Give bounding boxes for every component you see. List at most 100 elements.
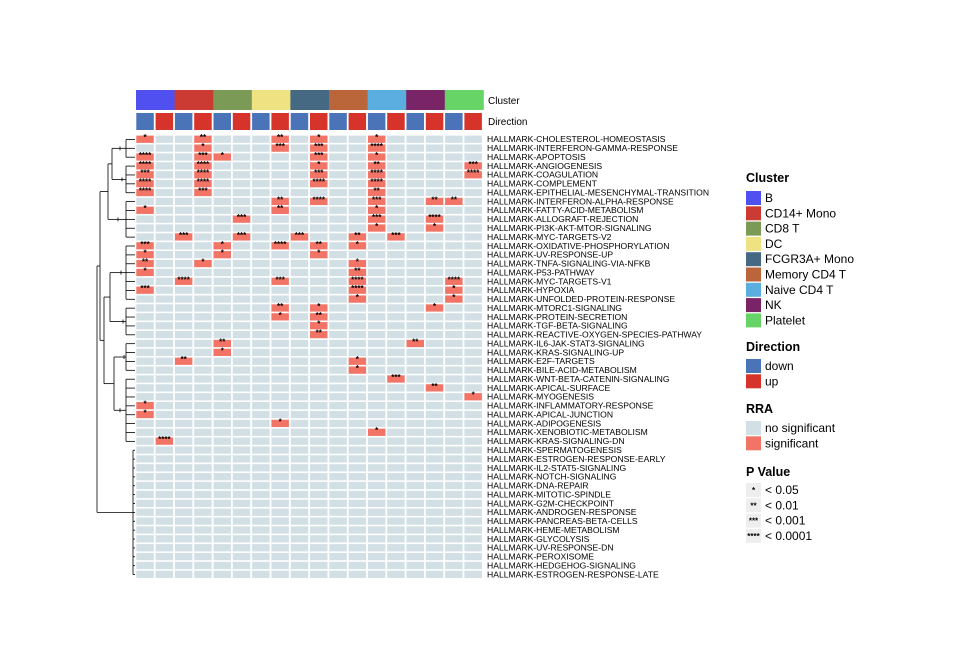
heatmap-cell <box>232 526 251 534</box>
heatmap-cell <box>290 535 309 543</box>
cluster-annotation-cell <box>136 90 156 110</box>
heatmap-cell <box>329 490 347 499</box>
heatmap-cell <box>174 473 193 481</box>
heatmap-cell <box>406 446 424 454</box>
heatmap-cell <box>213 384 231 392</box>
row-label: HALLMARK-WNT-BETA-CATENIN-SIGNALING <box>487 374 670 384</box>
heatmap-cell <box>329 517 347 525</box>
significance-stars: **** <box>448 275 461 284</box>
row-label: HALLMARK-KRAS-SIGNALING-UP <box>487 347 624 357</box>
heatmap-cell <box>271 153 289 161</box>
heatmap-cell <box>232 268 251 277</box>
heatmap-cell <box>271 402 289 410</box>
heatmap-cell-significant <box>194 162 212 170</box>
significance-stars: * <box>317 160 321 169</box>
heatmap-cell <box>290 135 309 143</box>
heatmap-cell <box>252 357 270 365</box>
heatmap-cell <box>387 162 405 170</box>
heatmap-cell <box>329 437 347 445</box>
legend-swatch-pvalue <box>746 483 761 497</box>
heatmap-cell <box>329 286 347 294</box>
significance-stars: **** <box>428 213 441 222</box>
legend-swatch-cluster <box>746 191 761 205</box>
heatmap-cell <box>348 153 367 161</box>
heatmap-cell <box>329 304 347 312</box>
significance-stars: ** <box>277 204 284 213</box>
heatmap-cell <box>136 473 154 481</box>
heatmap-cell <box>425 171 444 179</box>
significance-stars: *** <box>179 231 189 240</box>
heatmap-cell-significant <box>310 180 328 188</box>
row-label: HALLMARK-IL2-STAT5-SIGNALING <box>487 463 626 473</box>
heatmap-cell <box>425 313 444 321</box>
heatmap-cell <box>252 366 270 374</box>
significance-stars: * <box>356 364 360 373</box>
heatmap-cell <box>232 242 251 250</box>
heatmap-cell <box>464 330 482 339</box>
heatmap-cell <box>329 375 347 383</box>
significance-stars: **** <box>370 142 383 151</box>
significance-stars: * <box>279 417 283 426</box>
heatmap-cell <box>464 233 482 241</box>
row-label: HALLMARK-IL6-JAK-STAT3-SIGNALING <box>487 338 645 348</box>
heatmap-cell-significant <box>136 171 154 179</box>
heatmap-cell <box>252 375 270 383</box>
heatmap-cell <box>174 330 193 339</box>
heatmap-cell <box>406 552 424 561</box>
row-dendrogram <box>96 139 135 575</box>
significance-stars: * <box>279 311 283 320</box>
heatmap-cell <box>464 144 482 152</box>
heatmap-cell <box>232 384 251 392</box>
legend-symbol-pvalue: *** <box>749 517 759 526</box>
row-label: HALLMARK-INFLAMMATORY-RESPONSE <box>487 401 654 411</box>
heatmap-cell <box>425 464 444 472</box>
heatmap-cell <box>329 224 347 232</box>
significance-stars: **** <box>139 160 152 169</box>
heatmap-cell <box>329 295 347 303</box>
heatmap-cell <box>290 402 309 410</box>
legend-swatch-direction <box>746 359 761 373</box>
heatmap-cell <box>425 162 444 170</box>
heatmap-cell <box>329 215 347 223</box>
heatmap-cell <box>348 428 367 436</box>
heatmap-cell <box>387 393 405 401</box>
heatmap-cell <box>194 357 212 365</box>
heatmap-cell <box>290 375 309 383</box>
heatmap-cell <box>174 197 193 206</box>
heatmap-cell <box>271 357 289 365</box>
significance-stars: * <box>221 151 225 160</box>
heatmap-cell <box>252 153 270 161</box>
heatmap-cell <box>445 339 463 348</box>
heatmap-cell <box>406 410 424 419</box>
heatmap-cell <box>155 357 174 365</box>
heatmap-cell <box>387 508 405 516</box>
legend-label-cluster: B <box>765 191 773 205</box>
significance-stars: **** <box>197 178 210 187</box>
heatmap-cell <box>425 206 444 214</box>
heatmap-cell <box>464 197 482 206</box>
heatmap-cell <box>290 437 309 445</box>
heatmap-cell <box>425 286 444 294</box>
direction-annotation-cell <box>445 113 463 130</box>
heatmap-cell <box>174 402 193 410</box>
heatmap-cell <box>194 197 212 206</box>
heatmap-cell <box>445 552 463 561</box>
heatmap-cell <box>213 286 231 294</box>
heatmap-cell <box>464 348 482 356</box>
heatmap-cell <box>232 419 251 428</box>
heatmap-cell <box>367 570 386 578</box>
heatmap-cell <box>367 464 386 472</box>
legend-label-cluster: CD14+ Mono <box>765 206 836 220</box>
heatmap-cell <box>194 561 212 570</box>
heatmap-cell <box>464 277 482 285</box>
heatmap-cell <box>155 251 174 259</box>
heatmap-cell <box>310 348 328 356</box>
heatmap-cell <box>464 455 482 463</box>
heatmap-cell <box>252 561 270 570</box>
heatmap-cell <box>155 428 174 436</box>
heatmap-cell <box>367 330 386 339</box>
heatmap-cell-significant <box>271 419 289 428</box>
direction-annotation-cell <box>136 113 154 130</box>
heatmap-cell <box>387 410 405 419</box>
